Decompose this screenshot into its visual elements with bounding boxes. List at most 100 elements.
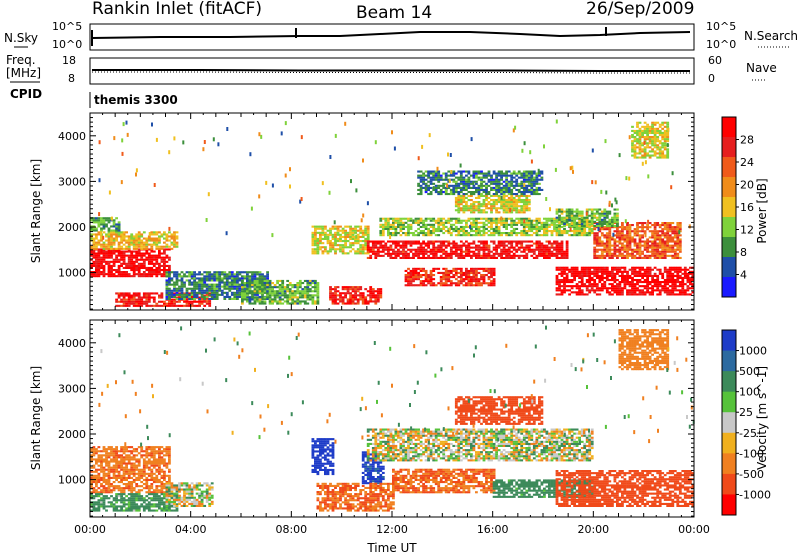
heat-cell xyxy=(638,254,642,257)
heat-cell xyxy=(626,289,629,292)
heat-cell xyxy=(540,254,544,257)
heat-cell xyxy=(102,241,106,244)
heat-cell xyxy=(361,250,365,253)
heat-cell xyxy=(522,234,526,237)
heat-cell xyxy=(545,240,549,243)
heat-cell xyxy=(641,226,644,229)
heat-cell xyxy=(434,227,438,230)
heat-cell xyxy=(465,219,468,222)
heat-cell xyxy=(646,285,649,288)
heat-cell xyxy=(392,248,395,251)
heat-cell xyxy=(616,268,619,271)
heat-cell xyxy=(442,191,446,194)
heat-cell xyxy=(681,285,685,288)
heat-cell xyxy=(517,254,521,257)
heat-cell xyxy=(422,246,425,249)
heat-cell xyxy=(512,232,516,235)
heat-cell xyxy=(457,191,461,194)
heat-cell xyxy=(527,194,531,197)
heat-cell xyxy=(266,277,269,280)
heat-cell xyxy=(349,244,352,247)
heat-cell xyxy=(490,199,493,202)
heat-cell xyxy=(424,244,428,247)
heat-cell xyxy=(210,289,214,292)
heat-cell xyxy=(482,267,486,270)
heat-cell xyxy=(545,232,549,235)
heat-cell xyxy=(412,284,415,287)
heat-cell xyxy=(291,296,295,299)
heat-cell xyxy=(122,243,126,246)
heat-cell xyxy=(459,182,463,185)
heat-cell xyxy=(641,131,644,134)
heat-cell xyxy=(105,239,108,242)
heat-cell xyxy=(663,252,667,255)
heat-cell xyxy=(132,250,136,253)
heat-cell xyxy=(603,272,607,275)
heat-cell xyxy=(205,302,209,305)
heat-cell xyxy=(417,232,420,235)
heat-cell xyxy=(560,266,564,269)
heat-cell xyxy=(432,278,436,281)
heat-cell xyxy=(263,279,267,282)
heat-cell xyxy=(195,283,199,286)
heat-cell xyxy=(366,256,370,259)
heat-cell xyxy=(500,219,503,222)
heat-cell xyxy=(314,244,317,247)
heat-cell xyxy=(422,267,425,270)
heat-cell xyxy=(404,280,408,283)
heat-cell xyxy=(432,244,436,247)
heat-cell xyxy=(475,230,478,233)
heat-cell xyxy=(502,205,506,208)
heat-cell xyxy=(457,282,461,285)
heat-cell xyxy=(291,290,295,293)
heat-cell xyxy=(301,288,305,291)
heat-cell xyxy=(303,288,307,291)
heat-cell xyxy=(573,285,576,288)
heat-cell xyxy=(495,221,498,224)
heat-cell xyxy=(359,288,363,291)
heat-cell xyxy=(636,234,639,237)
heat-cell xyxy=(603,268,607,271)
heat-cell xyxy=(454,219,458,222)
heat-cell xyxy=(583,272,587,275)
heat-cell xyxy=(454,172,458,175)
heat-cell xyxy=(487,282,491,285)
heat-cell xyxy=(296,282,300,285)
freq-left-tick-low: 8 xyxy=(68,72,75,85)
heat-cell xyxy=(613,226,617,229)
heat-cell xyxy=(666,232,670,235)
heat-cell xyxy=(608,230,612,233)
heat-cell xyxy=(638,148,642,151)
heat-cell xyxy=(183,304,186,307)
heat-cell xyxy=(633,240,637,243)
heat-cell xyxy=(359,250,363,253)
heat-cell xyxy=(344,233,347,236)
heat-cell xyxy=(376,294,380,297)
heat-cell xyxy=(588,291,592,294)
heat-cell xyxy=(648,236,652,239)
heat-cell xyxy=(145,298,149,301)
heat-cell xyxy=(319,235,322,238)
heat-cell xyxy=(417,271,420,274)
heat-cell xyxy=(595,272,599,275)
heat-cell xyxy=(636,134,639,137)
heat-cell xyxy=(653,272,657,275)
heat-cell xyxy=(319,227,322,230)
heat-cell xyxy=(208,279,212,282)
heat-cell xyxy=(168,289,171,292)
heat-cell xyxy=(628,289,632,292)
heat-cell xyxy=(379,223,383,226)
heat-cell xyxy=(165,264,169,267)
heat-cell xyxy=(641,250,644,253)
heat-cell xyxy=(422,186,425,189)
heat-cell xyxy=(661,276,665,279)
heat-cell xyxy=(570,266,574,269)
heat-cell xyxy=(550,244,554,247)
heat-cell xyxy=(447,193,451,196)
heat-cell xyxy=(459,209,463,212)
heat-cell xyxy=(195,295,199,298)
heat-cell xyxy=(565,250,569,253)
heat-cell xyxy=(457,176,461,179)
heat-cell xyxy=(344,246,347,249)
heat-cell xyxy=(470,205,473,208)
